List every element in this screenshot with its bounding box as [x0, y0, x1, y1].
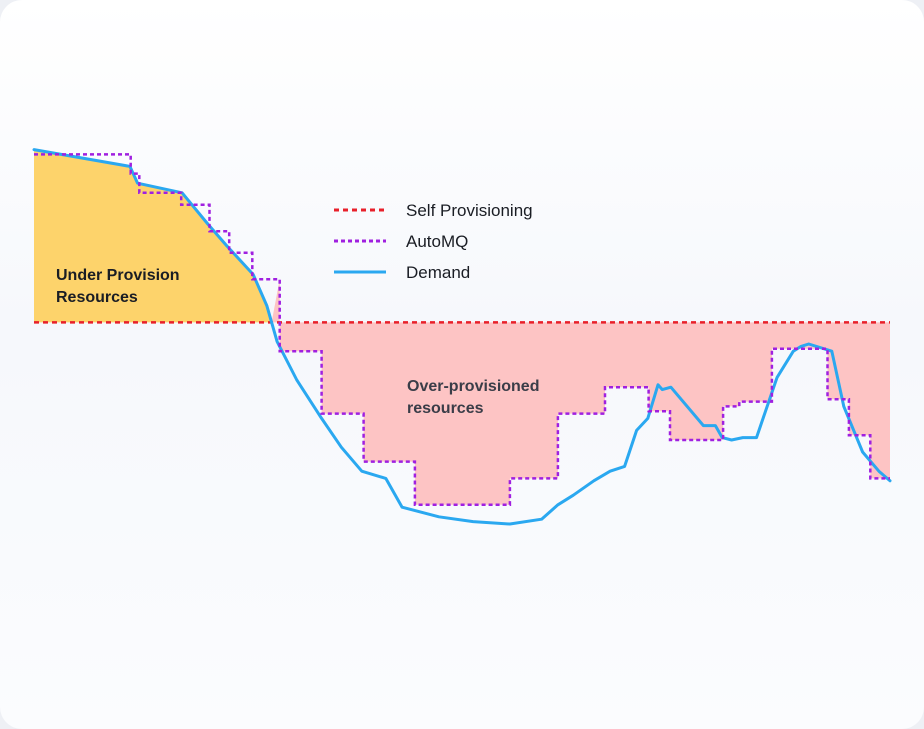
legend-label-demand: Demand [406, 263, 470, 282]
series-demand [32, 148, 892, 526]
annotation-under-line-1: Under Provision [56, 267, 180, 284]
annotation-under-line-2: Resources [56, 289, 138, 306]
legend-label-automq: AutoMQ [406, 232, 468, 251]
annotation-over-line-2: resources [407, 400, 484, 417]
legend-label-self-provisioning: Self Provisioning [406, 201, 533, 220]
over-provision-region [271, 279, 891, 505]
annotation-over-line-1: Over-provisioned [407, 378, 539, 395]
under-provision-region [34, 149, 272, 323]
